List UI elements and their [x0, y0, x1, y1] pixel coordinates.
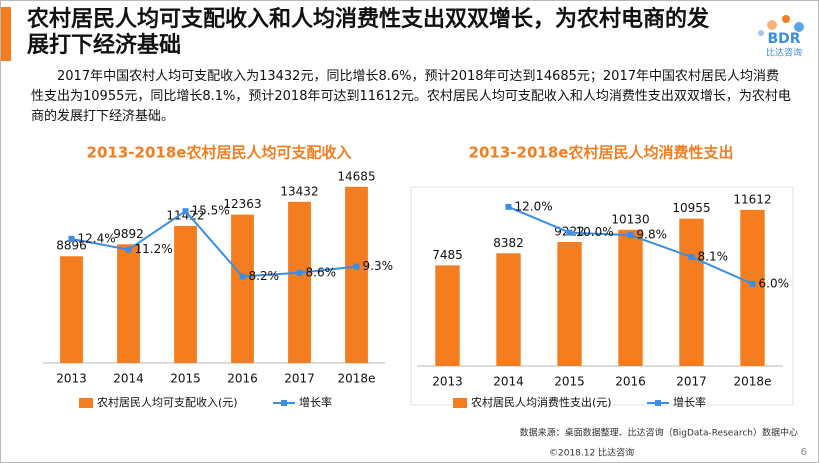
legend-swatch: [79, 398, 93, 408]
growth-line: [71, 209, 357, 278]
bar: [345, 186, 368, 363]
bar: [557, 241, 582, 366]
growth-label: 11.2%: [135, 242, 173, 256]
page-number: 6: [801, 447, 807, 458]
growth-marker: [627, 232, 634, 239]
bar-label: 13432: [280, 184, 318, 198]
x-tick-label: 2017: [676, 375, 707, 389]
growth-label: 12.0%: [515, 199, 553, 213]
growth-marker: [688, 253, 695, 260]
x-tick-label: 2014: [113, 372, 144, 386]
growth-label: 6.0%: [759, 276, 790, 290]
bar-label: 10955: [672, 201, 710, 215]
growth-label: 12.4%: [78, 231, 116, 245]
growth-marker: [566, 229, 573, 236]
bar: [174, 225, 197, 363]
logo-sub: 比达咨询: [766, 47, 802, 59]
x-tick-label: 2015: [554, 375, 585, 389]
x-tick-label: 2013: [56, 372, 87, 386]
bar: [679, 218, 704, 366]
growth-label: 8.6%: [306, 265, 337, 279]
bar: [740, 209, 765, 366]
bar-label: 11612: [733, 192, 771, 206]
x-tick-label: 2014: [493, 375, 524, 389]
bar-label: 8896: [56, 239, 87, 253]
growth-label: 8.2%: [249, 269, 280, 283]
x-tick-label: 2013: [432, 375, 463, 389]
chart-title: 2013-2018e农村居民人均可支配收入: [87, 144, 352, 162]
bar: [117, 244, 140, 363]
accent-bar: [1, 7, 11, 61]
bar-label: 7485: [432, 248, 463, 262]
growth-marker: [68, 235, 75, 242]
bar-label: 9892: [113, 227, 144, 241]
legend-marker: [655, 400, 661, 406]
bar: [60, 256, 83, 363]
legend-label: 农村居民人均可支配收入(元): [97, 395, 238, 409]
growth-label: 9.8%: [637, 228, 668, 242]
summary: 2017年中国农村人均可支配收入为13432元，同比增长8.6%，预计2018年…: [31, 69, 791, 124]
growth-label: 10.0%: [576, 225, 614, 239]
growth-label: 15.5%: [192, 204, 230, 218]
bar-label: 12363: [223, 197, 261, 211]
growth-label: 9.3%: [363, 259, 394, 273]
legend-label: 增长率: [299, 395, 332, 409]
growth-label: 8.1%: [698, 249, 729, 263]
growth-marker: [505, 203, 512, 210]
growth-marker: [239, 273, 246, 280]
x-tick-label: 2017: [284, 372, 315, 386]
x-tick-label: 2018e: [338, 372, 376, 386]
bar-label: 8382: [493, 236, 524, 250]
legend-swatch: [453, 398, 467, 408]
legend-marker: [281, 400, 287, 406]
bar: [231, 214, 254, 363]
logo-text: BDR: [767, 31, 800, 47]
bar: [288, 201, 311, 363]
bar-label: 11422: [166, 208, 204, 222]
bar-label: 10130: [611, 212, 649, 226]
legend-label: 农村居民人均消费性支出(元): [471, 395, 612, 409]
source: 数据来源：桌面数据整理、比达咨询（BigData-Research）数据中心: [520, 427, 798, 439]
bar: [618, 229, 643, 366]
bar-label: 14685: [337, 169, 375, 183]
legend-label: 增长率: [673, 395, 706, 409]
x-tick-label: 2016: [615, 375, 646, 389]
chart-title: 2013-2018e农村居民人均消费性支出: [469, 144, 734, 162]
growth-marker: [125, 246, 132, 253]
x-tick-label: 2015: [170, 372, 201, 386]
growth-marker: [353, 263, 360, 270]
growth-marker: [749, 280, 756, 287]
chart-frame: [410, 186, 794, 406]
x-tick-label: 2018e: [734, 375, 772, 389]
slide-title: 农村居民人均可支配收入和人均消费性支出双双增长，为农村电商的发展打下经济基础: [27, 7, 710, 58]
growth-marker: [296, 269, 303, 276]
bar: [496, 253, 521, 366]
growth-marker: [182, 208, 189, 215]
footer: ©2018.12 比达咨询: [549, 447, 634, 459]
logo: BDR 比达咨询: [758, 15, 804, 59]
x-tick-label: 2016: [227, 372, 258, 386]
bar: [435, 265, 460, 366]
